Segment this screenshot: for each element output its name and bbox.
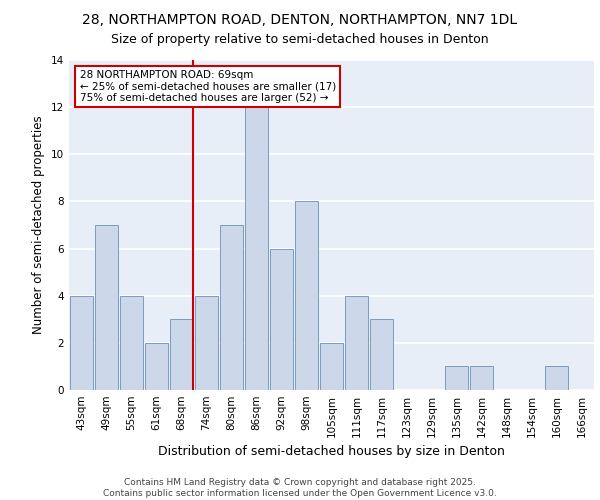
Bar bbox=[320, 343, 343, 390]
Text: 28, NORTHAMPTON ROAD, DENTON, NORTHAMPTON, NN7 1DL: 28, NORTHAMPTON ROAD, DENTON, NORTHAMPTO… bbox=[82, 12, 518, 26]
Y-axis label: Number of semi-detached properties: Number of semi-detached properties bbox=[32, 116, 46, 334]
Text: 28 NORTHAMPTON ROAD: 69sqm
← 25% of semi-detached houses are smaller (17)
75% of: 28 NORTHAMPTON ROAD: 69sqm ← 25% of semi… bbox=[79, 70, 336, 103]
X-axis label: Distribution of semi-detached houses by size in Denton: Distribution of semi-detached houses by … bbox=[158, 446, 505, 458]
Bar bbox=[545, 366, 568, 390]
Bar bbox=[270, 248, 293, 390]
Bar bbox=[195, 296, 218, 390]
Bar bbox=[370, 320, 393, 390]
Bar bbox=[120, 296, 143, 390]
Bar bbox=[170, 320, 193, 390]
Bar bbox=[470, 366, 493, 390]
Bar bbox=[95, 225, 118, 390]
Bar bbox=[220, 225, 243, 390]
Bar bbox=[295, 202, 318, 390]
Bar bbox=[245, 107, 268, 390]
Text: Contains HM Land Registry data © Crown copyright and database right 2025.
Contai: Contains HM Land Registry data © Crown c… bbox=[103, 478, 497, 498]
Text: Size of property relative to semi-detached houses in Denton: Size of property relative to semi-detach… bbox=[111, 32, 489, 46]
Bar bbox=[70, 296, 93, 390]
Bar bbox=[145, 343, 168, 390]
Bar bbox=[345, 296, 368, 390]
Bar bbox=[445, 366, 468, 390]
